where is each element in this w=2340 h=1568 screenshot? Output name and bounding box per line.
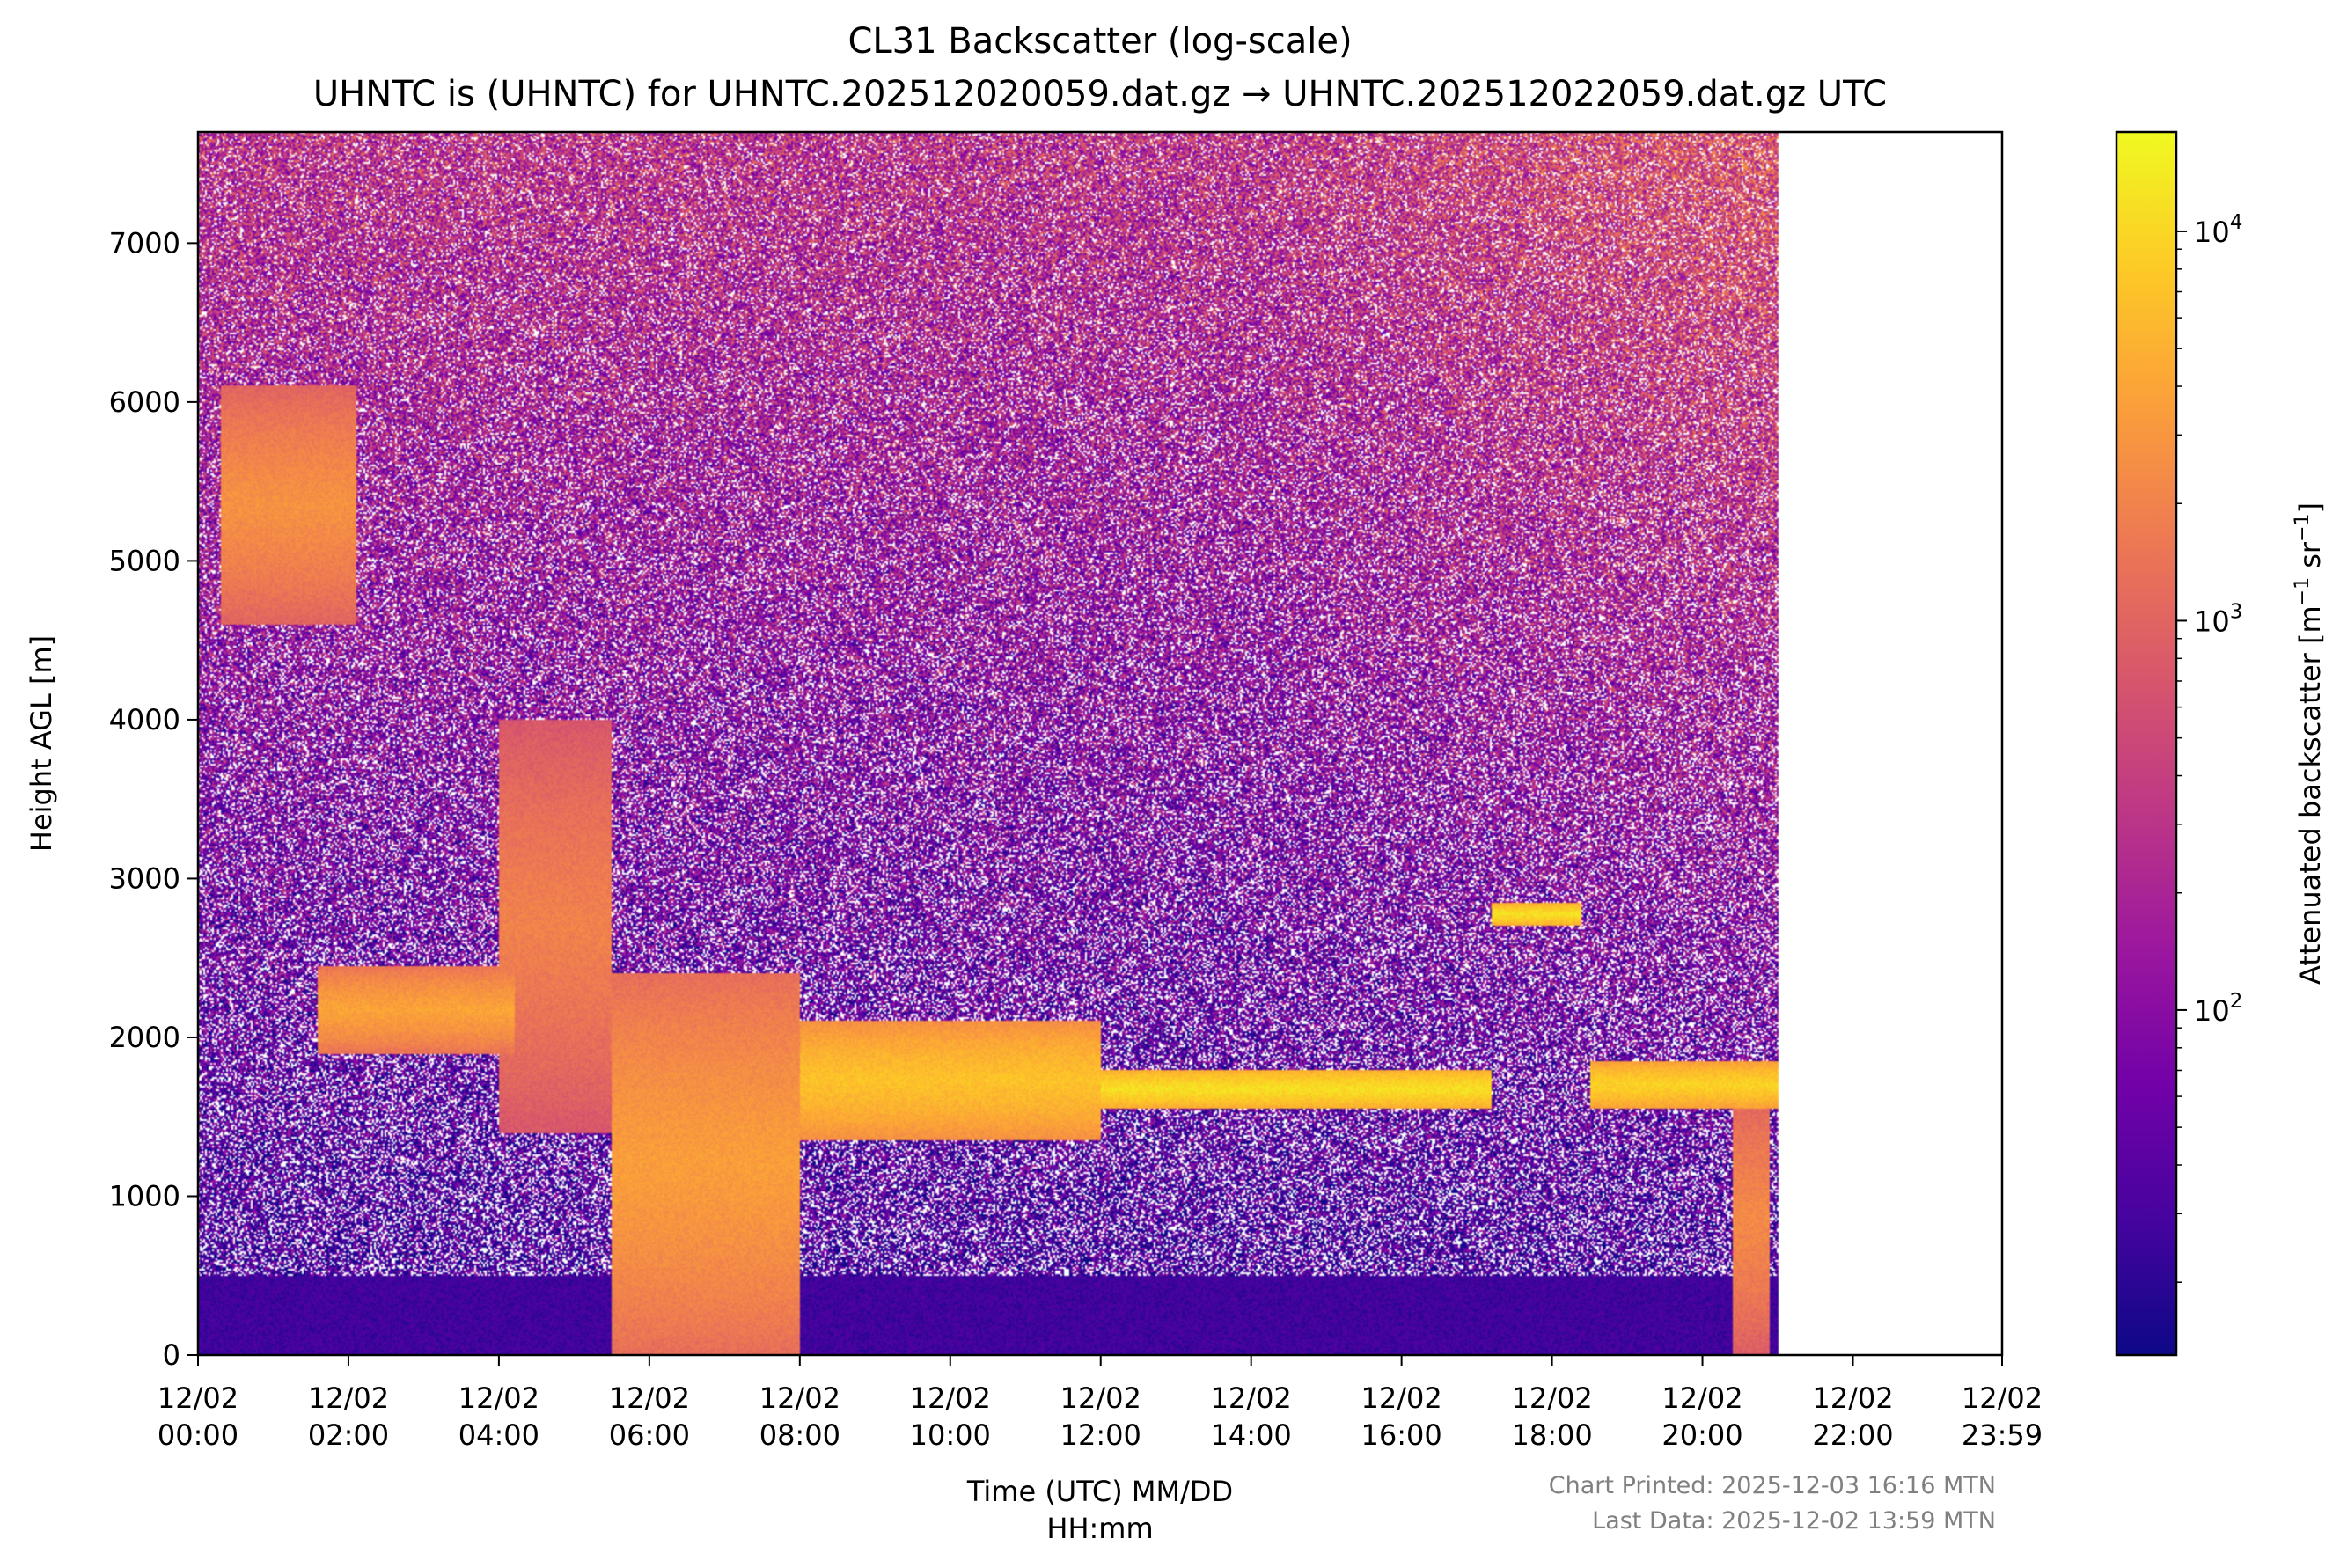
x-tick-label-time: 23:59 <box>1962 1418 2043 1452</box>
x-tick-label-date: 12/02 <box>458 1381 539 1415</box>
x-tick-label-time: 20:00 <box>1661 1418 1742 1452</box>
x-tick-label-time: 10:00 <box>910 1418 991 1452</box>
plot-area <box>196 130 2004 1357</box>
x-tick-label-date: 12/02 <box>1962 1381 2043 1415</box>
x-tick-label-time: 08:00 <box>759 1418 840 1452</box>
y-tick-label: 6000 <box>109 385 180 419</box>
last-data-note: Last Data: 2025-12-02 13:59 MTN <box>1592 1507 1996 1535</box>
colorbar-tick-label: 104 <box>2194 211 2242 249</box>
chart-printed-note: Chart Printed: 2025-12-03 16:16 MTN <box>1549 1472 1996 1499</box>
colorbar-frame <box>2115 130 2178 1357</box>
backscatter-heatmap <box>198 132 2002 1355</box>
x-tick-label-date: 12/02 <box>1361 1381 1442 1415</box>
x-axis-label: Time (UTC) MM/DD <box>966 1475 1233 1508</box>
y-tick-label: 0 <box>163 1338 180 1372</box>
y-tick-label: 3000 <box>109 861 180 895</box>
y-tick-label: 2000 <box>109 1021 180 1054</box>
colorbar: 102 103 104 Attenuated backscatter [m−1 sr… <box>2115 130 2327 1357</box>
x-tick-label-time: 14:00 <box>1211 1418 1292 1452</box>
x-tick-label-time: 06:00 <box>609 1418 690 1452</box>
x-tick-label-date: 12/02 <box>759 1381 840 1415</box>
colorbar-tick-label: 103 <box>2194 600 2242 638</box>
x-tick-label-date: 12/02 <box>1812 1381 1893 1415</box>
x-axis-ticks: 12/0200:0012/0202:0012/0204:0012/0206:00… <box>158 1355 2043 1452</box>
chart-title: CL31 Backscatter (log-scale) <box>847 21 1352 62</box>
chart-subtitle: UHNTC is (UHNTC) for UHNTC.202512020059.… <box>313 74 1887 114</box>
x-tick-label-date: 12/02 <box>1661 1381 1742 1415</box>
colorbar-label: Attenuated backscatter [m−1 sr−1] <box>2292 502 2327 985</box>
y-axis-label: Height AGL [m] <box>25 635 58 852</box>
x-tick-label-date: 12/02 <box>609 1381 690 1415</box>
x-tick-label-time: 00:00 <box>158 1418 238 1452</box>
colorbar-ticks: 102 103 104 <box>2176 211 2242 1283</box>
y-tick-label: 1000 <box>109 1179 180 1213</box>
y-axis-ticks: 0 1000 2000 3000 4000 5000 6000 7000 <box>109 226 198 1372</box>
x-axis-label-line2: HH:mm <box>1046 1512 1153 1545</box>
x-tick-label-time: 12:00 <box>1060 1418 1141 1452</box>
y-tick-label: 5000 <box>109 544 180 577</box>
y-tick-label: 4000 <box>109 703 180 736</box>
x-tick-label-time: 18:00 <box>1511 1418 1592 1452</box>
y-tick-label: 7000 <box>109 226 180 260</box>
x-tick-label-date: 12/02 <box>158 1381 238 1415</box>
x-tick-label-date: 12/02 <box>910 1381 991 1415</box>
x-tick-label-date: 12/02 <box>1211 1381 1292 1415</box>
colorbar-gradient <box>2116 132 2176 1355</box>
x-tick-label-time: 16:00 <box>1361 1418 1442 1452</box>
x-tick-label-date: 12/02 <box>1060 1381 1141 1415</box>
x-tick-label-time: 04:00 <box>458 1418 539 1452</box>
x-tick-label-date: 12/02 <box>1511 1381 1592 1415</box>
colorbar-tick-label: 102 <box>2194 990 2242 1028</box>
x-tick-label-time: 02:00 <box>308 1418 389 1452</box>
x-tick-label-time: 22:00 <box>1812 1418 1893 1452</box>
x-tick-label-date: 12/02 <box>308 1381 389 1415</box>
